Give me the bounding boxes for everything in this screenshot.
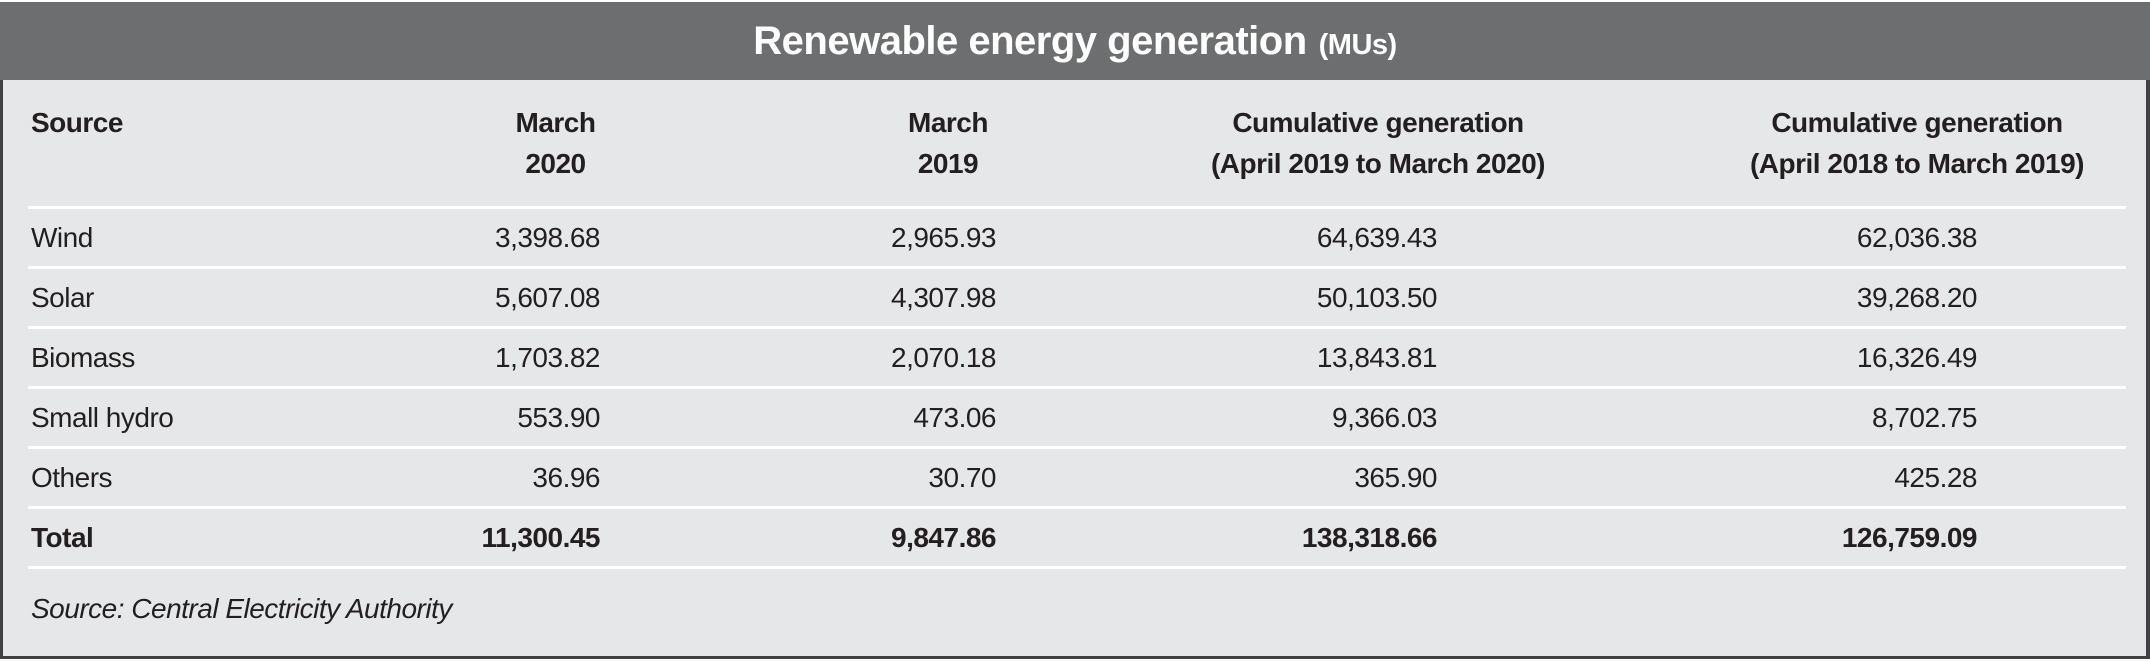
cell-march-2020: 553.90 bbox=[517, 401, 600, 433]
table-row-biomass: Biomass 1,703.82 2,070.18 13,843.81 16,3… bbox=[28, 329, 2126, 389]
cell-source: Wind bbox=[31, 221, 93, 253]
cell-source: Others bbox=[31, 461, 113, 493]
cell-march-2020: 36.96 bbox=[532, 461, 600, 493]
cell-cumulative-2018-2019: 126,759.09 bbox=[1841, 521, 1978, 553]
cell-source: Solar bbox=[31, 281, 94, 313]
column-header-source: Source bbox=[28, 102, 353, 206]
table-row-total: Total 11,300.45 9,847.86 138,318.66 126,… bbox=[28, 509, 2126, 569]
column-header-line: Source bbox=[31, 107, 123, 138]
column-header-line: 2019 bbox=[917, 148, 979, 179]
cell-cumulative-2018-2019: 62,036.38 bbox=[1856, 221, 1978, 253]
column-header-cumulative-2019-2020: Cumulative generation (April 2019 to Mar… bbox=[1138, 102, 1618, 206]
cell-march-2020: 3,398.68 bbox=[495, 221, 601, 253]
column-header-line: March bbox=[515, 107, 596, 138]
cell-cumulative-2018-2019: 39,268.20 bbox=[1856, 281, 1978, 313]
column-header-march-2019: March 2019 bbox=[758, 102, 1138, 206]
column-header-line: Cumulative generation bbox=[1232, 107, 1524, 138]
column-header-line: (April 2019 to March 2020) bbox=[1210, 148, 1546, 179]
table-row-small-hydro: Small hydro 553.90 473.06 9,366.03 8,702… bbox=[28, 389, 2126, 449]
cell-march-2019: 30.70 bbox=[928, 461, 996, 493]
table-header-row: Source March 2020 March 2019 Cumulative … bbox=[28, 80, 2126, 209]
table-title-band: Renewable energy generation (MUs) bbox=[0, 2, 2150, 80]
cell-cumulative-2018-2019: 8,702.75 bbox=[1872, 401, 1978, 433]
column-header-march-2020: March 2020 bbox=[353, 102, 758, 206]
column-header-line: Cumulative generation bbox=[1771, 107, 2063, 138]
cell-march-2020: 11,300.45 bbox=[481, 521, 600, 553]
column-header-cumulative-2018-2019: Cumulative generation (April 2018 to Mar… bbox=[1618, 102, 2126, 206]
cell-march-2020: 1,703.82 bbox=[495, 341, 601, 373]
table-row-wind: Wind 3,398.68 2,965.93 64,639.43 62,036.… bbox=[28, 209, 2126, 269]
cell-cumulative-2019-2020: 9,366.03 bbox=[1332, 401, 1438, 433]
table-title: Renewable energy generation bbox=[753, 19, 1307, 63]
cell-cumulative-2018-2019: 16,326.49 bbox=[1856, 341, 1978, 373]
cell-cumulative-2019-2020: 138,318.66 bbox=[1301, 521, 1438, 553]
table-title-unit: (MUs) bbox=[1318, 29, 1398, 61]
source-note: Source: Central Electricity Authority bbox=[31, 593, 452, 624]
table-row-others: Others 36.96 30.70 365.90 425.28 bbox=[28, 449, 2126, 509]
cell-march-2019: 473.06 bbox=[913, 401, 996, 433]
cell-source: Small hydro bbox=[31, 401, 174, 433]
column-header-line: 2020 bbox=[525, 148, 586, 179]
cell-march-2019: 9,847.86 bbox=[891, 521, 997, 553]
cell-cumulative-2018-2019: 425.28 bbox=[1894, 461, 1977, 493]
cell-source: Total bbox=[31, 521, 94, 553]
column-header-line: (April 2018 to March 2019) bbox=[1749, 148, 2085, 179]
cell-march-2020: 5,607.08 bbox=[495, 281, 601, 313]
cell-cumulative-2019-2020: 365.90 bbox=[1354, 461, 1437, 493]
cell-source: Biomass bbox=[31, 341, 135, 373]
table-row-solar: Solar 5,607.08 4,307.98 50,103.50 39,268… bbox=[28, 269, 2126, 329]
cell-march-2019: 4,307.98 bbox=[891, 281, 997, 313]
column-header-line: March bbox=[908, 107, 988, 138]
table-body: Source March 2020 March 2019 Cumulative … bbox=[0, 80, 2150, 659]
cell-march-2019: 2,965.93 bbox=[891, 221, 997, 253]
cell-cumulative-2019-2020: 64,639.43 bbox=[1316, 221, 1438, 253]
cell-cumulative-2019-2020: 13,843.81 bbox=[1316, 341, 1438, 373]
cell-cumulative-2019-2020: 50,103.50 bbox=[1316, 281, 1438, 313]
cell-march-2019: 2,070.18 bbox=[891, 341, 997, 373]
